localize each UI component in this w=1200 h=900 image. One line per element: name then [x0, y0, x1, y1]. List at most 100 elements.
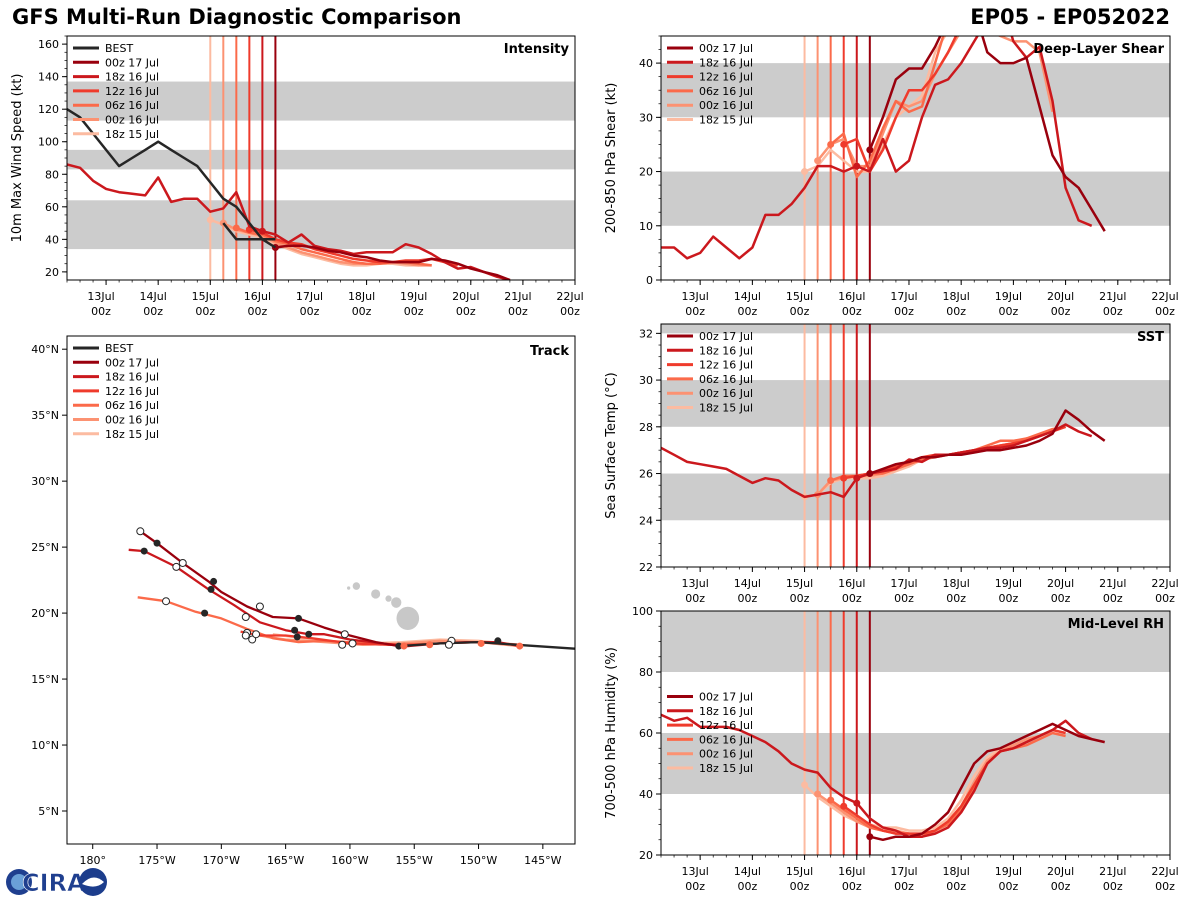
track-position-marker	[241, 613, 250, 622]
logo-text: CIRA	[22, 869, 86, 897]
legend-label: 18z 16 Jul	[699, 344, 753, 357]
x-tick-label: 21Jul	[504, 290, 531, 303]
shading-band	[661, 380, 1170, 427]
y-tick-label: 15°N	[31, 673, 59, 686]
legend-label: BEST	[105, 42, 133, 55]
legend-label: 18z 16 Jul	[699, 705, 753, 718]
run-init-marker	[866, 146, 874, 154]
x-tick-label: 13Jul	[682, 865, 709, 878]
x-tick-label: 14Jul	[734, 865, 761, 878]
y-tick-label: 60	[45, 201, 59, 214]
track-position-marker	[172, 562, 181, 571]
x-tick-label: 00z	[842, 305, 862, 318]
y-tick-label: 20°N	[31, 607, 59, 620]
run-init-marker	[866, 833, 874, 841]
series-line	[843, 36, 958, 173]
series-line	[803, 743, 1014, 832]
legend-label: 00z 16 Jul	[699, 99, 753, 112]
shading-band	[67, 81, 575, 121]
legend-label: 06z 16 Jul	[105, 99, 159, 112]
y-tick-label: 80	[45, 168, 59, 181]
cira-logo: CIRA	[6, 868, 107, 897]
legend-label: 12z 16 Jul	[105, 385, 159, 398]
legend-label: 18z 15 Jul	[699, 762, 753, 775]
shading-band	[661, 171, 1170, 226]
x-tick-label: 15Jul	[786, 865, 813, 878]
run-init-marker	[814, 157, 822, 165]
shading-band	[67, 200, 575, 250]
x-tick-label: 00z	[685, 305, 705, 318]
y-axis-label: Sea Surface Temp (°C)	[604, 372, 619, 519]
x-tick-label: 00z	[404, 305, 424, 318]
run-init-marker	[258, 227, 266, 235]
y-tick-label: 28	[639, 421, 653, 434]
track-position-marker	[178, 558, 187, 567]
x-tick-label: 00z	[1103, 880, 1123, 893]
track-position-marker	[207, 585, 215, 593]
y-tick-label: 40°N	[31, 343, 59, 356]
intensity-panel: 13Jul 00z 14Jul 00z 15Jul 00z 16Jul 00z 17Jul 00z…	[10, 35, 584, 318]
track-position-marker	[340, 630, 349, 639]
track-position-marker	[426, 641, 434, 649]
track-position-marker	[400, 642, 408, 650]
shading-band	[661, 324, 1170, 334]
run-init-marker	[827, 140, 835, 148]
x-tick-label: 00z	[456, 305, 476, 318]
series-line	[222, 222, 277, 249]
run-init-marker	[866, 470, 874, 478]
track-position-marker	[395, 642, 403, 650]
x-tick-label: 00z	[894, 305, 914, 318]
shading-band	[661, 473, 1170, 521]
x-tick-label: 00z	[1051, 305, 1071, 318]
x-tick-label: 00z	[300, 305, 320, 318]
x-tick-label: 17Jul	[890, 290, 917, 303]
x-tick-label: 18Jul	[943, 577, 970, 590]
x-tick-label: 155°W	[396, 854, 433, 867]
track-position-marker	[255, 602, 264, 611]
x-tick-label: 19Jul	[995, 865, 1022, 878]
y-tick-label: 30	[639, 374, 653, 387]
x-tick-label: 16Jul	[838, 865, 865, 878]
x-tick-label: 160°W	[331, 854, 368, 867]
legend-label: 12z 16 Jul	[699, 71, 753, 84]
y-axis-label: 700-500 hPa Humidity (%)	[604, 647, 619, 819]
x-tick-label: 17Jul	[890, 577, 917, 590]
run-init-marker	[801, 781, 809, 789]
legend-label: 18z 16 Jul	[699, 56, 753, 69]
track-position-marker	[252, 630, 261, 639]
x-tick-label: 00z	[1103, 305, 1123, 318]
x-tick-label: 00z	[560, 305, 580, 318]
track-position-marker	[444, 640, 453, 649]
track-position-marker	[516, 642, 524, 650]
y-tick-label: 80	[639, 666, 653, 679]
run-init-marker	[827, 796, 835, 804]
y-tick-label: 40	[639, 788, 653, 801]
x-tick-label: 00z	[737, 592, 757, 605]
island-shape	[385, 595, 392, 602]
x-tick-label: 18Jul	[348, 290, 375, 303]
series-line	[829, 731, 1066, 838]
y-tick-label: 160	[38, 38, 59, 51]
legend-label: 06z 16 Jul	[105, 399, 159, 412]
island-shape	[352, 582, 361, 590]
series-line	[869, 722, 1105, 842]
figure-title: GFS Multi-Run Diagnostic Comparison	[12, 5, 462, 29]
x-tick-label: 00z	[1051, 880, 1071, 893]
shading-band	[661, 733, 1170, 794]
series-line	[67, 108, 276, 241]
legend-label: 00z 17 Jul	[699, 691, 753, 704]
x-tick-label: 18Jul	[943, 865, 970, 878]
x-tick-label: 15Jul	[192, 290, 219, 303]
legend-label: 18z 16 Jul	[105, 71, 159, 84]
track-position-marker	[305, 630, 313, 638]
track-panel: 180° 175°W 170°W 165°W 160°W 155°W 150°W 145°W 5…	[31, 335, 576, 867]
panel-title: Mid-Level RH	[1068, 617, 1164, 632]
y-tick-label: 100	[38, 136, 59, 149]
axes-frame	[660, 323, 1171, 568]
x-tick-label: 00z	[737, 880, 757, 893]
run-init-marker	[232, 224, 240, 232]
x-tick-label: 17Jul	[296, 290, 323, 303]
x-tick-label: 18Jul	[943, 290, 970, 303]
